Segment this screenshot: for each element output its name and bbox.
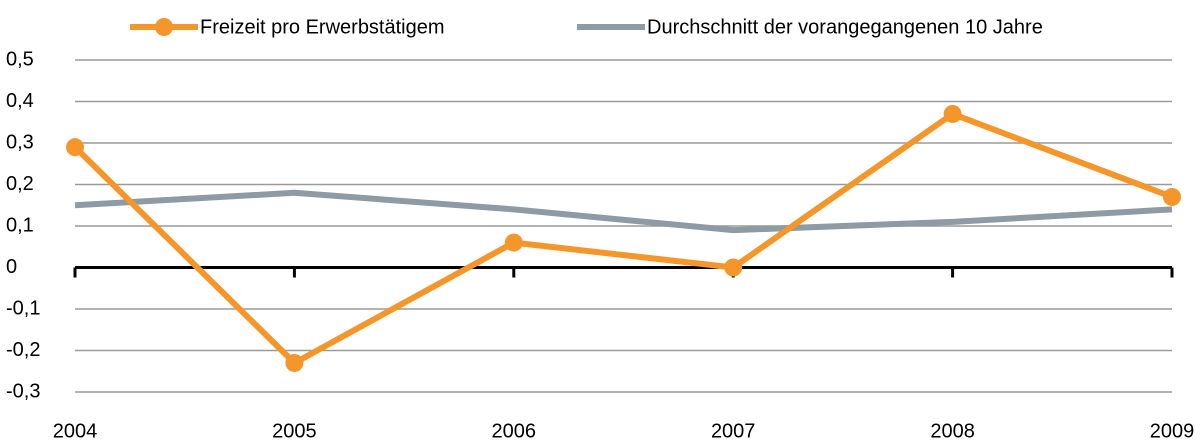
- x-tick-label: 2006: [492, 420, 537, 440]
- y-tick-label: 0,2: [6, 173, 34, 195]
- y-tick-label: 0,1: [6, 214, 34, 236]
- y-tick-label: 0,5: [6, 48, 34, 70]
- data-point: [943, 104, 962, 123]
- y-tick-label: 0,4: [6, 90, 34, 112]
- data-point: [1163, 187, 1181, 206]
- series-line: [72, 110, 1174, 366]
- x-tick-label: 2004: [53, 420, 98, 440]
- series-line: [74, 189, 1173, 234]
- data-point: [504, 233, 523, 252]
- legend-label: Durchschnitt der vorangegangenen 10 Jahr…: [647, 16, 1043, 38]
- data-point: [724, 258, 743, 277]
- x-tick-label: 2007: [711, 420, 756, 440]
- legend-label: Freizeit pro Erwerbstätigem: [200, 16, 445, 38]
- data-point: [66, 138, 84, 157]
- legend-marker: [155, 18, 173, 36]
- x-tick-label: 2009: [1150, 420, 1195, 440]
- data-point: [285, 353, 304, 372]
- y-tick-label: 0,3: [6, 131, 34, 153]
- x-tick-label: 2008: [930, 420, 975, 440]
- y-tick-label: -0,1: [6, 297, 40, 319]
- y-tick-label: -0,2: [6, 339, 40, 361]
- y-tick-label: -0,3: [6, 380, 40, 402]
- y-tick-label: 0: [6, 256, 17, 278]
- x-tick-label: 2005: [272, 420, 317, 440]
